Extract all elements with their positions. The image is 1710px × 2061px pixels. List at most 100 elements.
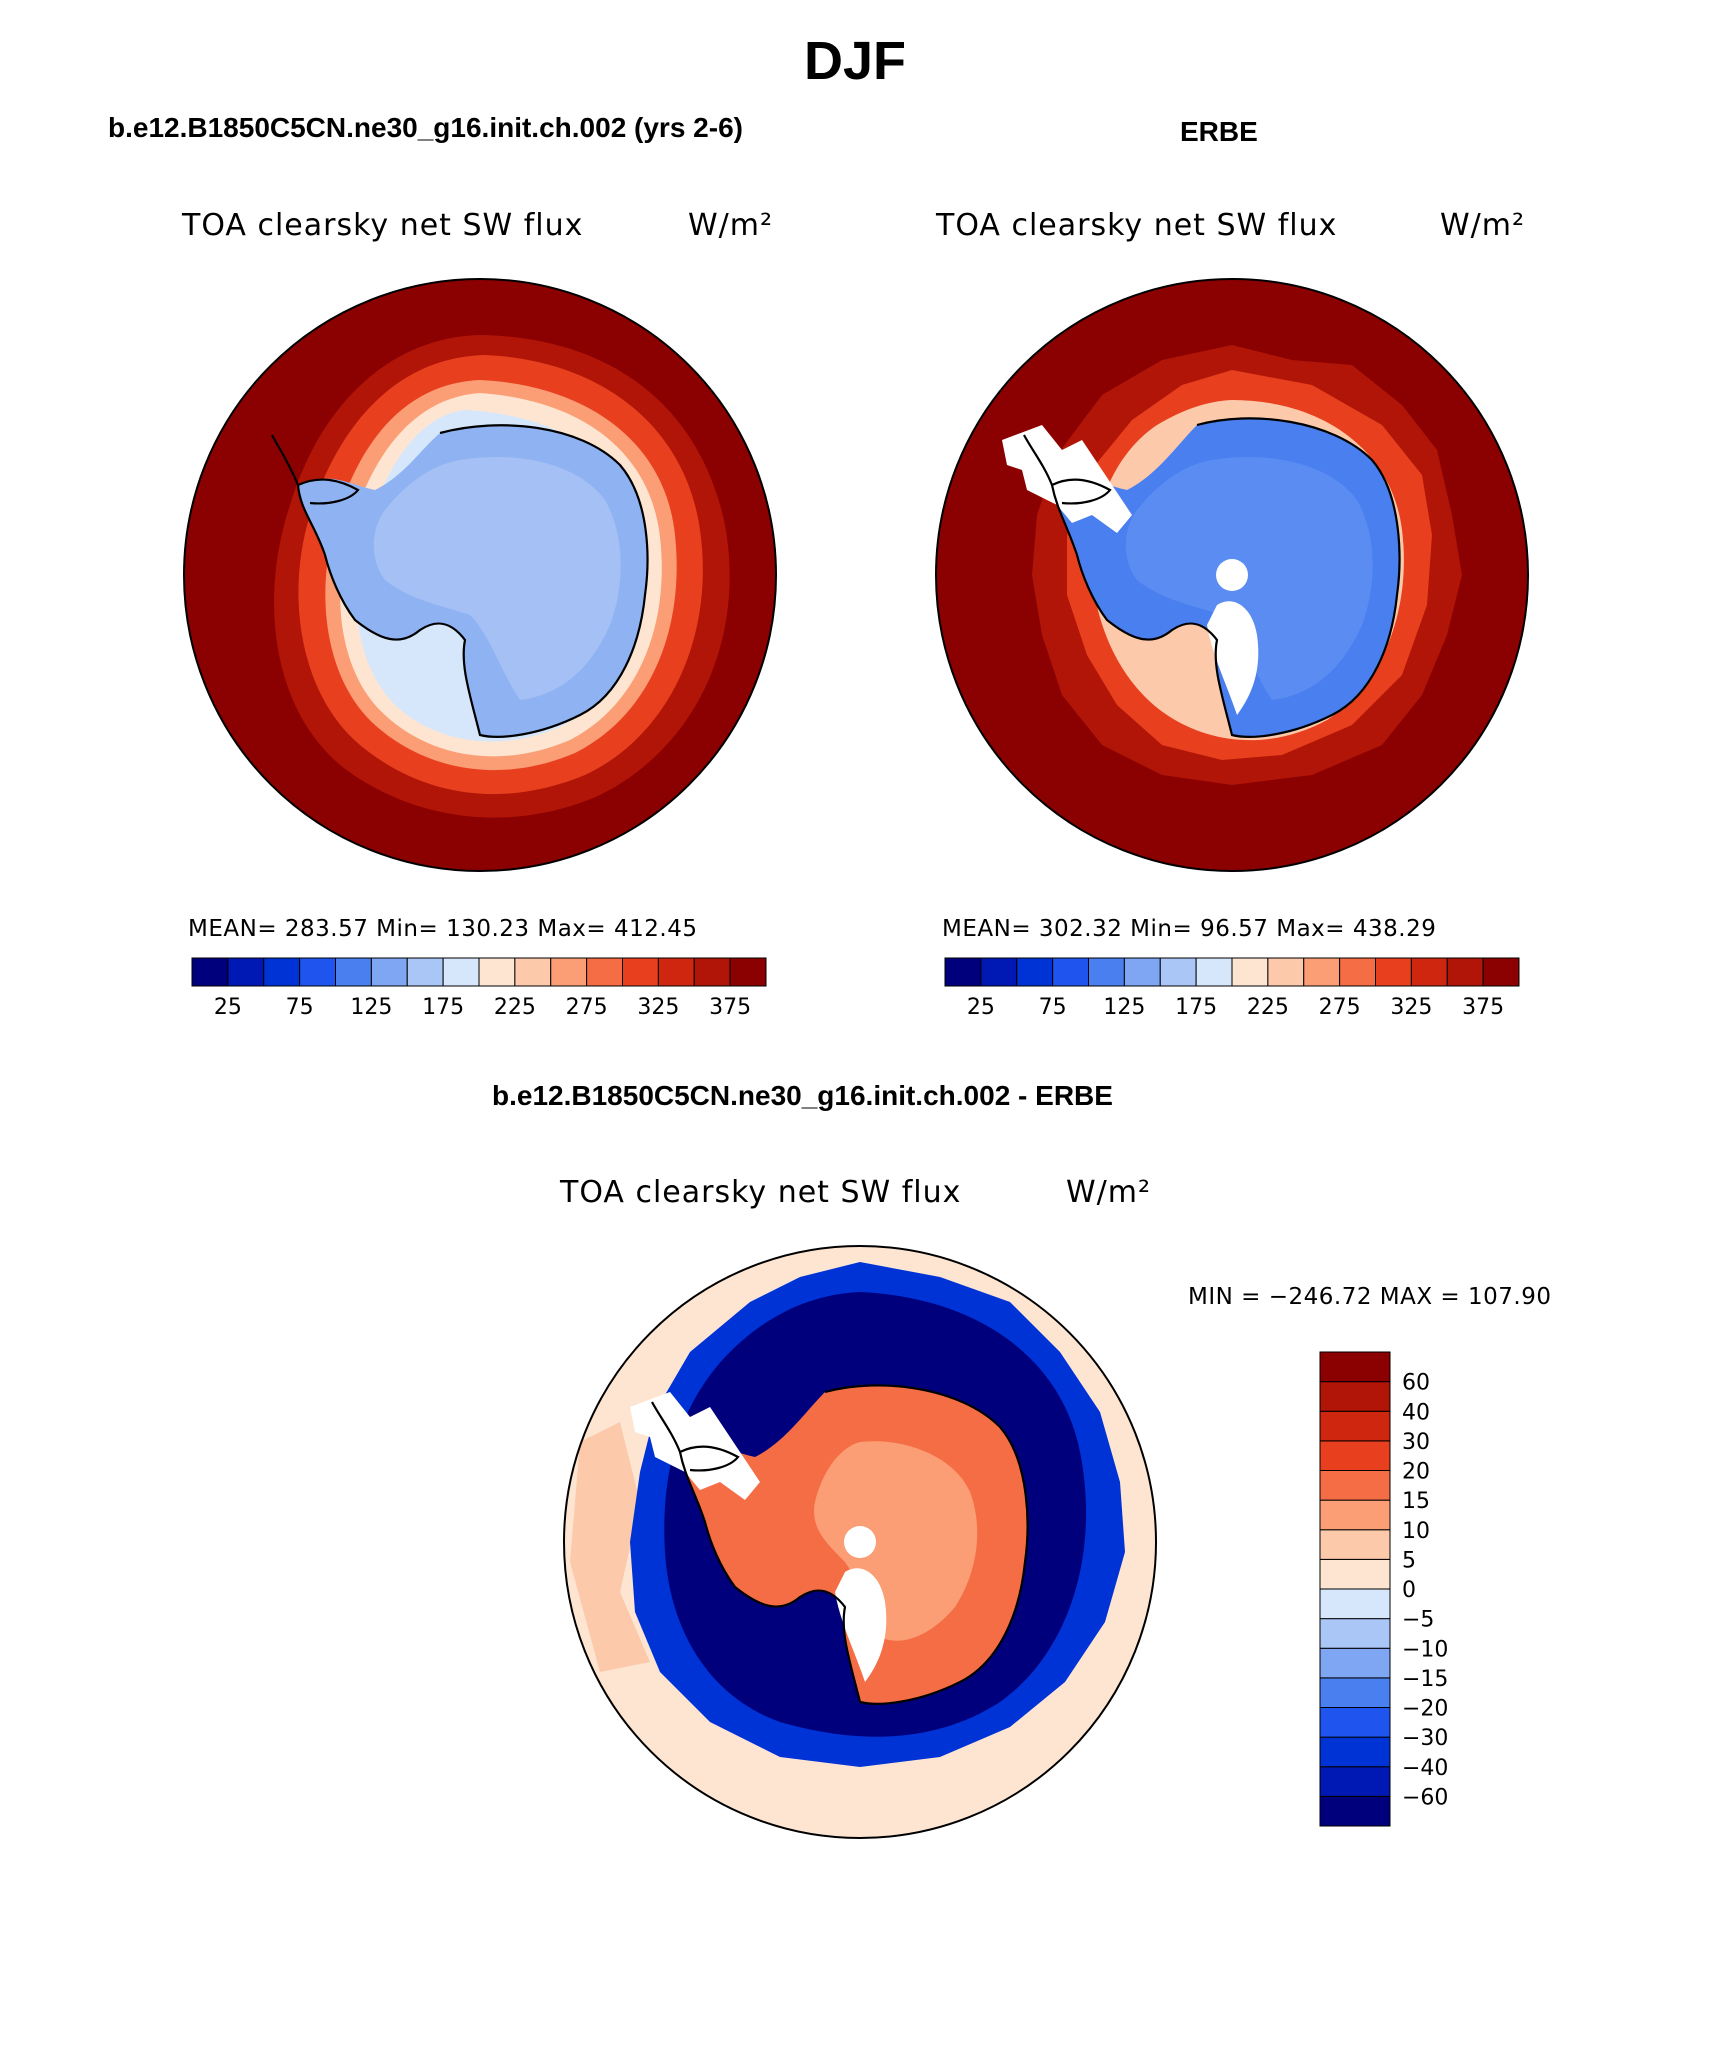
model-colorbar-swatch — [693, 957, 731, 987]
diff-colorbar-tick-label: 20 — [1402, 1460, 1430, 1485]
obs-missing-ross — [1207, 601, 1259, 715]
diff-colorbar-tick-label: 15 — [1402, 1489, 1430, 1514]
obs-missing-pole — [1216, 559, 1248, 591]
diff-polar-map — [563, 1245, 1157, 1839]
obs-colorbar-tick-label: 375 — [1462, 995, 1504, 1020]
obs-stats: MEAN= 302.32 Min= 96.57 Max= 438.29 — [942, 916, 1437, 942]
obs-colorbar-tick-label: 225 — [1247, 995, 1289, 1020]
obs-antarctica-interior — [1125, 456, 1373, 700]
obs-colorbar-swatch — [1482, 957, 1520, 987]
diff-missing-ross — [835, 1568, 887, 1682]
diff-colorbar-swatch — [1319, 1499, 1391, 1531]
diff-colorbar-swatch — [1319, 1381, 1391, 1412]
obs-colorbar-swatch — [1446, 957, 1484, 987]
model-colorbar-swatch — [227, 957, 265, 987]
obs-colorbar-tick-label: 325 — [1390, 995, 1432, 1020]
model-colorbar-swatch — [729, 957, 767, 987]
model-colorbar-tick-label: 175 — [422, 995, 464, 1020]
obs-colorbar-swatch — [1195, 957, 1233, 987]
diff-coastline — [651, 1384, 1029, 1705]
obs-colorbar-swatch — [1159, 957, 1197, 987]
model-colorbar-tick-label: 25 — [214, 995, 242, 1020]
obs-colorbar-swatch — [1410, 957, 1448, 987]
model-colorbar-swatch — [335, 957, 372, 987]
diff-colorbar: 60 40 30 20 15 10 5 0 −5 −10 −15 −20 −30 −40 −60 — [1319, 1351, 1448, 1827]
diff-colorbar-tick-label: −15 — [1402, 1667, 1448, 1692]
obs-colorbar-tick-label: 25 — [967, 995, 995, 1020]
diff-colorbar-swatch — [1319, 1677, 1391, 1708]
obs-colorbar-tick-label: 125 — [1103, 995, 1145, 1020]
diff-units-label: W/m² — [1066, 1175, 1152, 1210]
model-colorbar-swatch — [586, 957, 623, 987]
model-colorbar-swatch — [657, 957, 695, 987]
model-colorbar-swatch — [406, 957, 444, 987]
diff-minmax: MIN = −246.72 MAX = 107.90 — [1188, 1284, 1552, 1310]
diff-colorbar-swatch — [1319, 1618, 1391, 1649]
diff-colorbar-tick-label: −40 — [1402, 1756, 1448, 1781]
obs-colorbar-swatch — [1052, 957, 1089, 987]
diff-colorbar-tick-label: 0 — [1402, 1578, 1416, 1603]
obs-units-label: W/m² — [1440, 208, 1526, 243]
diff-antarctica-interior — [814, 1441, 978, 1641]
model-colorbar-tick-label: 375 — [709, 995, 751, 1020]
diff-colorbar-swatch — [1319, 1529, 1391, 1560]
model-colorbar-tick-label: 225 — [494, 995, 536, 1020]
diff-colorbar-swatch — [1319, 1707, 1391, 1738]
diff-colorbar-tick-label: −60 — [1402, 1785, 1448, 1810]
diff-colorbar-swatch — [1319, 1558, 1391, 1590]
diff-colorbar-swatch — [1319, 1351, 1391, 1383]
model-colorbar-tick-label: 75 — [286, 995, 314, 1020]
diff-missing-pole — [844, 1526, 876, 1558]
obs-map-border — [935, 278, 1529, 872]
model-case-title: b.e12.B1850C5CN.ne30_g16.init.ch.002 (yr… — [108, 112, 743, 143]
obs-colorbar-swatch — [980, 957, 1018, 987]
diff-colorbar-swatch — [1319, 1588, 1391, 1620]
model-colorbar-swatch — [442, 957, 480, 987]
model-colorbar-swatch — [622, 957, 659, 987]
model-colorbar-tick-label: 275 — [566, 995, 608, 1020]
obs-colorbar-swatch — [1016, 957, 1054, 987]
diff-colorbar-swatch — [1319, 1470, 1391, 1501]
model-antarctica-interior — [373, 456, 621, 700]
diff-colorbar-tick-label: −5 — [1402, 1608, 1434, 1633]
diff-colorbar-tick-label: −20 — [1402, 1697, 1448, 1722]
diff-map-border — [563, 1245, 1157, 1839]
diff-ocean-band — [570, 1422, 650, 1672]
diff-colorbar-tick-label: 10 — [1402, 1519, 1430, 1544]
diff-colorbar-tick-label: 60 — [1402, 1371, 1430, 1396]
obs-colorbar-tick-label: 275 — [1319, 995, 1361, 1020]
model-colorbar-swatch — [514, 957, 552, 987]
obs-colorbar-swatch — [944, 957, 982, 987]
diff-colorbar-swatch — [1319, 1410, 1391, 1442]
model-colorbar: 25 75 125 175 225 275 325 375 — [191, 957, 767, 1020]
obs-colorbar-swatch — [1123, 957, 1161, 987]
model-colorbar-swatch — [550, 957, 588, 987]
obs-colorbar-swatch — [1375, 957, 1412, 987]
model-units-label: W/m² — [688, 208, 774, 243]
obs-colorbar: 25 75 125 175 225 275 325 375 — [944, 957, 1520, 1020]
obs-polar-map — [935, 278, 1529, 872]
model-map-border — [183, 278, 777, 872]
model-variable-label: TOA clearsky net SW flux — [182, 208, 584, 243]
model-colorbar-swatch — [191, 957, 229, 987]
diff-colorbar-swatch — [1319, 1440, 1391, 1471]
diff-colorbar-tick-label: 5 — [1402, 1548, 1416, 1573]
model-colorbar-swatch — [478, 957, 516, 987]
obs-colorbar-tick-label: 75 — [1039, 995, 1067, 1020]
obs-colorbar-swatch — [1088, 957, 1125, 987]
obs-colorbar-tick-label: 175 — [1175, 995, 1217, 1020]
diff-variable-label: TOA clearsky net SW flux — [560, 1175, 962, 1210]
diff-case-title: b.e12.B1850C5CN.ne30_g16.init.ch.002 - E… — [492, 1080, 1113, 1111]
model-colorbar-swatch — [299, 957, 336, 987]
figure-title: DJF — [803, 31, 906, 91]
diff-colorbar-tick-label: 40 — [1402, 1400, 1430, 1425]
model-colorbar-swatch — [370, 957, 408, 987]
obs-colorbar-swatch — [1231, 957, 1269, 987]
obs-case-title: ERBE — [1180, 116, 1258, 147]
model-colorbar-swatch — [263, 957, 301, 987]
obs-colorbar-swatch — [1339, 957, 1376, 987]
obs-coastline — [1023, 417, 1401, 738]
model-stats: MEAN= 283.57 Min= 130.23 Max= 412.45 — [188, 916, 698, 942]
diff-colorbar-swatch — [1319, 1766, 1391, 1797]
obs-colorbar-swatch — [1303, 957, 1341, 987]
